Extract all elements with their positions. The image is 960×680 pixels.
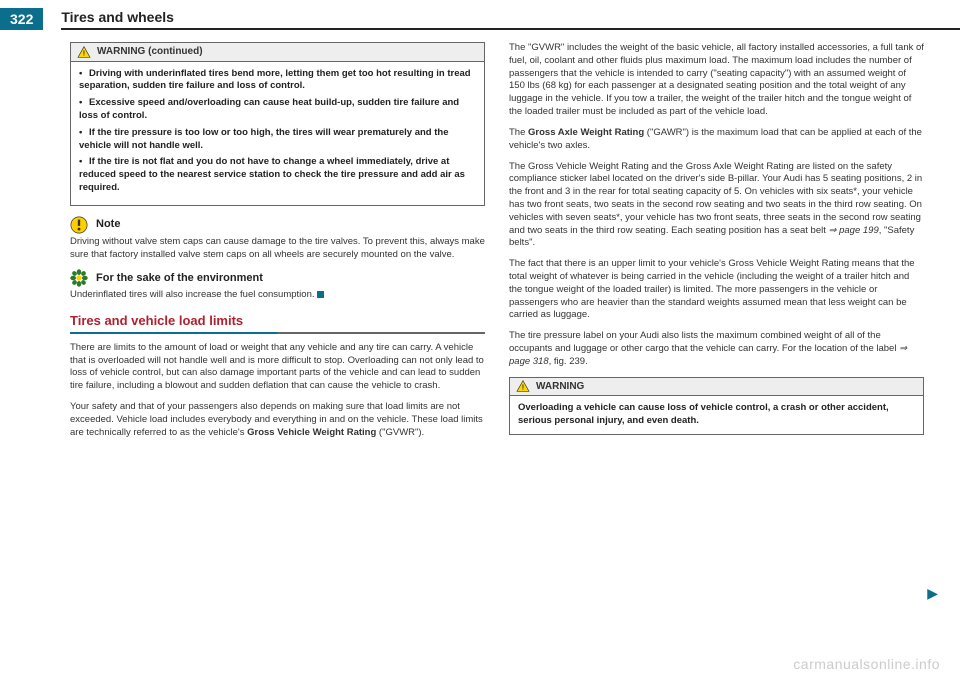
warning-item: •Excessive speed and/overloading can cau… (79, 97, 476, 123)
watermark: carmanualsonline.info (793, 656, 940, 672)
warning-continued-box: ! WARNING (continued) •Driving with unde… (70, 42, 485, 206)
warning-continued-header: ! WARNING (continued) (71, 43, 484, 62)
note-text: Driving without valve stem caps can caus… (70, 236, 485, 262)
page-reference: ⇒ page 199 (829, 225, 879, 236)
warning-label: WARNING (536, 380, 584, 394)
warning-box: ! WARNING Overloading a vehicle can caus… (509, 377, 924, 435)
section-paragraph: Your safety and that of your passengers … (70, 401, 485, 439)
warning-triangle-icon: ! (516, 380, 530, 392)
svg-text:!: ! (83, 48, 85, 57)
right-column: The "GVWR" includes the weight of the ba… (509, 42, 924, 447)
note-header: Note (70, 216, 485, 234)
svg-text:!: ! (522, 383, 524, 392)
paragraph: The "GVWR" includes the weight of the ba… (509, 42, 924, 119)
end-marker-icon (317, 291, 324, 298)
paragraph: The tire pressure label on your Audi als… (509, 330, 924, 368)
environment-header: For the sake of the environment (70, 269, 485, 287)
paragraph: The Gross Vehicle Weight Rating and the … (509, 161, 924, 251)
section-divider (70, 332, 485, 334)
chapter-title: Tires and wheels (61, 9, 960, 30)
paragraph: The Gross Axle Weight Rating ("GAWR") is… (509, 127, 924, 153)
warning-item: •If the tire is not flat and you do not … (79, 156, 476, 194)
warning-triangle-icon: ! (77, 46, 91, 58)
paragraph: The fact that there is an upper limit to… (509, 258, 924, 322)
content-columns: ! WARNING (continued) •Driving with unde… (0, 34, 960, 447)
environment-icon (70, 269, 88, 287)
environment-title: For the sake of the environment (96, 271, 263, 286)
warning-item: •If the tire pressure is too low or too … (79, 127, 476, 153)
warning-header: ! WARNING (510, 378, 923, 397)
environment-text: Underinflated tires will also increase t… (70, 289, 485, 302)
warning-continued-body: •Driving with underinflated tires bend m… (71, 62, 484, 205)
section-paragraph: There are limits to the amount of load o… (70, 342, 485, 393)
section-heading: Tires and vehicle load limits (70, 312, 485, 330)
note-title: Note (96, 217, 120, 232)
continue-arrow-icon: ▶ (927, 585, 938, 602)
warning-body: Overloading a vehicle can cause loss of … (510, 396, 923, 434)
warning-continued-label: WARNING (continued) (97, 45, 203, 59)
warning-item: •Driving with underinflated tires bend m… (79, 68, 476, 94)
page-header: 322 Tires and wheels (0, 0, 960, 34)
left-column: ! WARNING (continued) •Driving with unde… (70, 42, 485, 447)
note-icon (70, 216, 88, 234)
page-number: 322 (0, 8, 43, 30)
